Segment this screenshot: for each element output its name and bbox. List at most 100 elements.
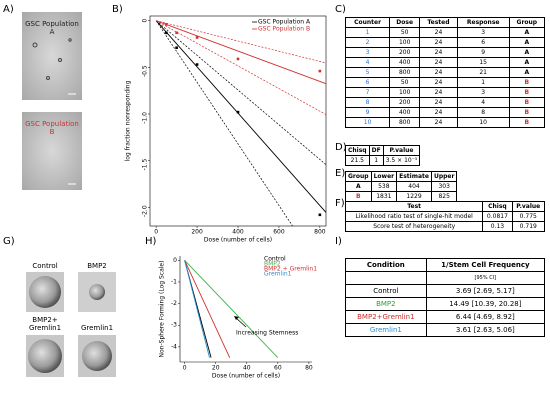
table-cell: 24 [419, 107, 458, 118]
x-tick-label: 0 [183, 365, 187, 372]
header-row: Test Chisq P.value [344, 201, 545, 212]
point [195, 63, 199, 66]
panel-label: E) [335, 168, 346, 179]
table-cell: A [508, 57, 546, 68]
y-tick-label: -0.5 [142, 65, 149, 77]
legend-label: Gremlin1 [264, 271, 292, 278]
frequency-table: Condition 1/Stem Cell Frequency [95% CI] Co… [345, 258, 546, 337]
table-cell: 24 [419, 87, 458, 98]
header-cell: Lower [370, 171, 398, 182]
point [165, 31, 168, 35]
table-row: 5 800 24 21 A [344, 67, 546, 78]
image-caption: BMP2+ Gremlin1 [28, 316, 62, 332]
legend-label: GSC Population B [258, 26, 310, 33]
subheader-row: [95% CI] [345, 271, 546, 285]
table-cell: 1 [456, 77, 510, 88]
table-cell: 50 [389, 77, 421, 88]
annotation: Increasing Stemness [236, 330, 298, 337]
table-cell: 24 [419, 97, 458, 108]
x-tick-label: 40 [243, 365, 251, 372]
point [236, 57, 240, 61]
chart: 0 200 400 600 800 0 -0.5 -1.0 -1.5 -2.0 Dose (numb… [125, 15, 327, 244]
table-cell: 6.44 [4.69, 8.92] [425, 310, 546, 324]
header-cell: Chisq [345, 145, 370, 156]
table-row: 8 200 24 4 B [344, 97, 546, 108]
table-cell: 1229 [396, 191, 432, 202]
estimate-table: Group Lower Estimate Upper A 538 404 303 B 1831 12… [345, 171, 458, 202]
table-cell: 404 [396, 181, 432, 192]
x-axis-label: Dose (number of cells) [204, 237, 272, 244]
header-cell: Counter [344, 17, 391, 28]
table-cell: 400 [389, 107, 421, 118]
table-cell: 24 [419, 77, 458, 88]
table-cell: 5 [344, 67, 391, 78]
ci-line [155, 20, 327, 165]
table-cell: A [345, 181, 372, 192]
table-cell: 0.13 [482, 221, 513, 232]
table-cell: BMP2 [345, 297, 427, 311]
table-cell: 10 [344, 117, 391, 128]
series-line [184, 260, 231, 358]
table-cell: 400 [389, 57, 421, 68]
header-cell: Group [508, 17, 546, 28]
subheader-cell: [95% CI] [425, 271, 546, 285]
header-row: Chisq DF P.value [345, 145, 421, 156]
table-cell: 1 [368, 155, 384, 166]
table-cell: A [508, 27, 546, 38]
point [175, 31, 178, 35]
panel-label: F) [335, 198, 345, 209]
table-cell: 3.61 [2.63, 5.06] [425, 323, 546, 337]
table-cell: 9 [344, 107, 391, 118]
table-cell: 4 [344, 57, 391, 68]
table-cell: 100 [389, 87, 421, 98]
table-cell: 538 [370, 181, 398, 192]
y-tick-label: -2.0 [142, 205, 149, 217]
point [318, 69, 322, 73]
point [165, 23, 168, 26]
table-row: Likelihood ratio test of single-hit mode… [344, 211, 545, 222]
table-cell: B [508, 87, 546, 98]
table-row: Score test of heterogeneity 0.13 0.719 [344, 221, 545, 232]
image-caption: Control [32, 262, 58, 270]
y-tick-label: -3 [171, 322, 177, 329]
series-line [184, 260, 279, 358]
legend-label: GSC Population A [258, 19, 311, 26]
table-row: 7 100 24 3 B [344, 87, 546, 98]
panel-label: I) [335, 236, 342, 247]
sphere-images [26, 272, 116, 377]
micrograph-b [22, 112, 82, 190]
fit-line [155, 20, 327, 85]
table-cell: 3 [344, 47, 391, 58]
ci-line [156, 20, 327, 64]
table-cell: A [508, 67, 546, 78]
table-cell: Control [345, 284, 427, 298]
table-cell: A [508, 47, 546, 58]
table-cell: Likelihood ratio test of single-hit mode… [344, 211, 484, 222]
micrograph-a [22, 12, 82, 100]
panel-label: A) [3, 4, 14, 15]
table-row: 1 50 24 3 A [344, 27, 546, 38]
table-row: 6 50 24 1 B [344, 77, 546, 88]
header-cell: P.value [382, 145, 421, 156]
image-caption: GSC Population B [25, 120, 79, 136]
table-cell: 21.5 [345, 155, 370, 166]
panel-label: B) [112, 4, 123, 15]
x-tick-label: 200 [191, 229, 203, 236]
table-cell: 50 [389, 27, 421, 38]
x-tick-label: 800 [314, 229, 326, 236]
image-caption: Gremlin1 [80, 324, 114, 332]
table-cell: 200 [389, 47, 421, 58]
table-row: A 538 404 303 [345, 181, 458, 192]
y-tick-label: 0 [173, 257, 177, 264]
table-cell: 800 [389, 117, 421, 128]
header-cell: Chisq [482, 201, 513, 212]
table-cell: 1 [344, 27, 391, 38]
x-axis-label: Dose (number of cells) [212, 373, 280, 380]
table-cell: B [345, 191, 372, 202]
y-tick-label: -1 [171, 278, 177, 285]
x-tick-label: 80 [305, 365, 313, 372]
point [318, 213, 322, 217]
table-cell: 800 [389, 67, 421, 78]
table-cell: 100 [389, 37, 421, 48]
table-cell: Gremlin1 [345, 323, 427, 337]
